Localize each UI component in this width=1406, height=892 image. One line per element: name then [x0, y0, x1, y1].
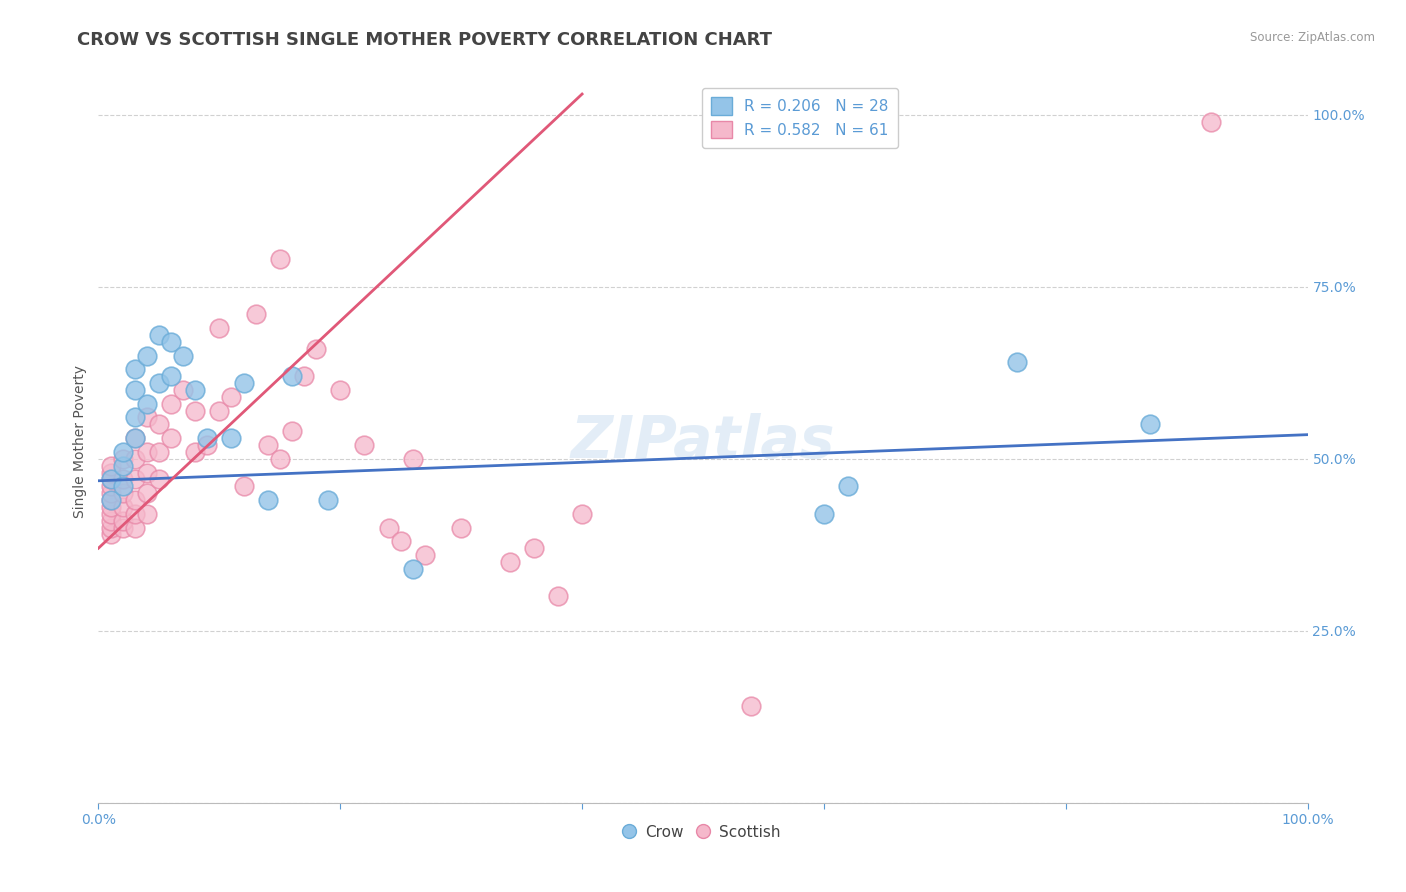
Point	[195, 438, 218, 452]
Point	[1199, 114, 1222, 128]
Point	[100, 500, 122, 514]
Point	[498, 555, 520, 569]
Point	[353, 438, 375, 452]
Point	[124, 383, 146, 397]
Point	[100, 479, 122, 493]
Y-axis label: Single Mother Poverty: Single Mother Poverty	[73, 365, 87, 518]
Point	[111, 514, 134, 528]
Text: Source: ZipAtlas.com: Source: ZipAtlas.com	[1250, 31, 1375, 45]
Point	[160, 334, 183, 349]
Point	[100, 458, 122, 473]
Point	[124, 410, 146, 425]
Point	[124, 493, 146, 508]
Point	[135, 397, 157, 411]
Text: ZIPatlas: ZIPatlas	[571, 413, 835, 470]
Point	[172, 349, 194, 363]
Point	[124, 520, 146, 534]
Point	[135, 466, 157, 480]
Point	[100, 472, 122, 486]
Point	[100, 472, 122, 486]
Point	[184, 403, 207, 417]
Point	[135, 486, 157, 500]
Point	[100, 493, 122, 508]
Point	[813, 507, 835, 521]
Point	[148, 445, 170, 459]
Point	[148, 417, 170, 432]
Point	[124, 431, 146, 445]
Point	[281, 369, 304, 384]
Point	[135, 445, 157, 459]
Point	[837, 479, 859, 493]
Point	[100, 520, 122, 534]
Legend: Crow, Scottish: Crow, Scottish	[620, 819, 786, 846]
Point	[172, 383, 194, 397]
Point	[100, 507, 122, 521]
Point	[100, 527, 122, 541]
Point	[160, 431, 183, 445]
Point	[124, 472, 146, 486]
Point	[100, 466, 122, 480]
Text: CROW VS SCOTTISH SINGLE MOTHER POVERTY CORRELATION CHART: CROW VS SCOTTISH SINGLE MOTHER POVERTY C…	[77, 31, 772, 49]
Point	[111, 472, 134, 486]
Point	[1139, 417, 1161, 432]
Point	[208, 321, 231, 335]
Point	[413, 548, 436, 562]
Point	[221, 390, 243, 404]
Point	[111, 445, 134, 459]
Point	[184, 445, 207, 459]
Point	[111, 520, 134, 534]
Point	[245, 307, 267, 321]
Point	[256, 493, 278, 508]
Point	[100, 493, 122, 508]
Point	[221, 431, 243, 445]
Point	[111, 479, 134, 493]
Point	[571, 507, 593, 521]
Point	[124, 362, 146, 376]
Point	[135, 349, 157, 363]
Point	[450, 520, 472, 534]
Point	[111, 458, 134, 473]
Point	[377, 520, 399, 534]
Point	[111, 451, 134, 466]
Point	[100, 486, 122, 500]
Point	[269, 451, 291, 466]
Point	[232, 479, 254, 493]
Point	[256, 438, 278, 452]
Point	[281, 424, 304, 438]
Point	[195, 431, 218, 445]
Point	[523, 541, 546, 556]
Point	[389, 534, 412, 549]
Point	[184, 383, 207, 397]
Point	[269, 252, 291, 267]
Point	[124, 507, 146, 521]
Point	[160, 369, 183, 384]
Point	[160, 397, 183, 411]
Point	[135, 410, 157, 425]
Point	[148, 327, 170, 342]
Point	[740, 699, 762, 714]
Point	[124, 451, 146, 466]
Point	[1007, 355, 1029, 369]
Point	[402, 562, 425, 576]
Point	[292, 369, 315, 384]
Point	[135, 507, 157, 521]
Point	[329, 383, 352, 397]
Point	[148, 472, 170, 486]
Point	[208, 403, 231, 417]
Point	[148, 376, 170, 390]
Point	[124, 431, 146, 445]
Point	[100, 514, 122, 528]
Point	[305, 342, 328, 356]
Point	[232, 376, 254, 390]
Point	[316, 493, 339, 508]
Point	[402, 451, 425, 466]
Point	[111, 500, 134, 514]
Point	[111, 486, 134, 500]
Point	[547, 590, 569, 604]
